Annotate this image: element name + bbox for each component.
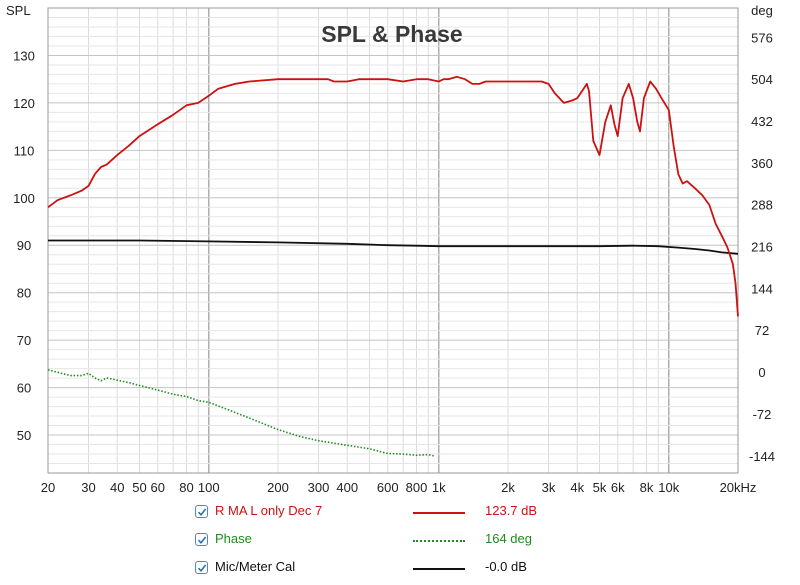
- x-tick-label: 100: [198, 480, 220, 495]
- y-left-tick-label: 120: [13, 96, 35, 111]
- x-tick-label: 6k: [611, 480, 625, 495]
- y-left-tick-label: 60: [17, 381, 31, 396]
- spl-phase-chart: 20 30 40 50 60 80 100 200 300 400 600 800 1k 2k 3k 4k 5k…: [6, 3, 776, 495]
- chart-title: SPL & Phase: [321, 21, 462, 47]
- y-right-tick-label: 432: [751, 114, 773, 129]
- y-right-unit-label: deg: [751, 3, 773, 18]
- x-tick-label: 400: [336, 480, 358, 495]
- legend-swatch-phase: [413, 540, 465, 542]
- y-left-tick-label: 100: [13, 191, 35, 206]
- y-right-tick-label: 504: [751, 72, 773, 87]
- checkmark-icon: [197, 536, 207, 545]
- y-left-tick-label: 70: [17, 333, 31, 348]
- x-tick-label: 30: [81, 480, 95, 495]
- legend-row-spl: R MA L only Dec 7 123.7 dB: [195, 503, 615, 523]
- y-right-tick-label: 144: [751, 281, 773, 296]
- y-left-tick-label: 80: [17, 286, 31, 301]
- x-tick-label: 4k: [570, 480, 584, 495]
- legend-value-spl: 123.7 dB: [485, 503, 538, 518]
- y-left-tick-label: 90: [17, 238, 31, 253]
- x-tick-label: 5k: [593, 480, 607, 495]
- grid: [47, 7, 739, 474]
- x-tick-label: 800: [406, 480, 428, 495]
- phase-checkbox[interactable]: [195, 533, 208, 546]
- y-right-tick-label: 72: [755, 323, 769, 338]
- x-tick-label: 8k: [640, 480, 654, 495]
- spl-checkbox[interactable]: [195, 505, 208, 518]
- x-tick-label: 600: [377, 480, 399, 495]
- x-tick-label: 300: [308, 480, 330, 495]
- legend-swatch-cal: [413, 568, 465, 570]
- legend-label-cal: Mic/Meter Cal: [215, 559, 296, 574]
- y-left-tick-label: 130: [13, 48, 35, 63]
- y-left-tick-label: 110: [14, 143, 35, 158]
- series-line-mic-meter-cal: [48, 239, 739, 255]
- x-tick-label: 40: [110, 480, 124, 495]
- legend-row-cal: Mic/Meter Cal -0.0 dB: [195, 559, 615, 579]
- checkmark-icon: [197, 564, 207, 573]
- legend-value-phase: 164 deg: [485, 531, 532, 546]
- series-line-r-ma-l-only-dec-7: [47, 75, 739, 317]
- x-tick-label: 60: [151, 480, 165, 495]
- y-left-tick-label: 50: [17, 428, 31, 443]
- y-right-tick-label: 0: [758, 365, 765, 380]
- y-left-unit-label: SPL: [6, 3, 31, 18]
- y-right-tick-label: 288: [751, 198, 773, 213]
- x-tick-label: 2k: [501, 480, 515, 495]
- legend-swatch-spl: [413, 512, 465, 514]
- legend-label-spl: R MA L only Dec 7: [215, 503, 323, 518]
- legend-label-phase: Phase: [215, 531, 252, 546]
- x-tick-label: 1k: [432, 480, 446, 495]
- x-tick-label: 80: [179, 480, 193, 495]
- y-right-tick-label: 216: [751, 240, 773, 255]
- cal-checkbox[interactable]: [195, 561, 208, 574]
- y-right-tick-label: -72: [753, 407, 772, 422]
- x-tick-label: 3k: [542, 480, 556, 495]
- x-tick-label: 10k: [658, 480, 679, 495]
- series-layer: [47, 75, 739, 457]
- x-tick-label: 50: [132, 480, 146, 495]
- legend-row-phase: Phase 164 deg: [195, 531, 615, 551]
- x-tick-label: 20kHz: [720, 480, 757, 495]
- y-right-tick-label: -144: [749, 449, 775, 464]
- legend-value-cal: -0.0 dB: [485, 559, 527, 574]
- x-tick-label: 20: [41, 480, 55, 495]
- tick-labels: 20 30 40 50 60 80 100 200 300 400 600 800 1k 2k 3k 4k 5k…: [13, 30, 775, 495]
- x-tick-label: 200: [267, 480, 289, 495]
- checkmark-icon: [197, 508, 207, 517]
- y-right-tick-label: 576: [751, 30, 773, 45]
- y-right-tick-label: 360: [751, 156, 773, 171]
